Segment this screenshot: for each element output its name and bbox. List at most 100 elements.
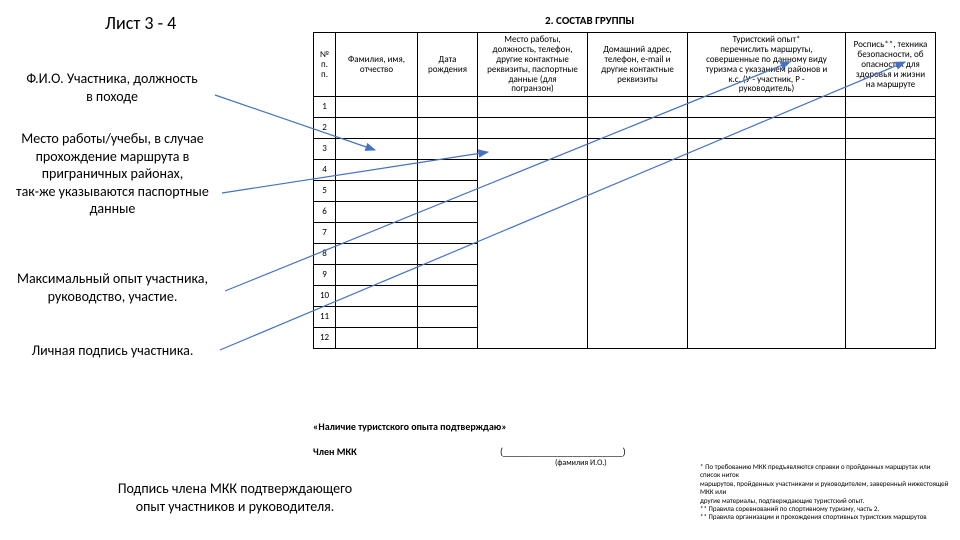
table-cell — [688, 307, 846, 328]
table-cell — [688, 223, 846, 244]
footnotes: * По требованию МКК предъявляются справк… — [700, 463, 950, 522]
table-row: 10 — [314, 286, 936, 307]
table-cell — [418, 286, 478, 307]
table-row: 5 — [314, 181, 936, 202]
table-cell — [478, 139, 588, 160]
table-cell — [418, 118, 478, 139]
table-cell: 12 — [314, 328, 336, 349]
table-cell — [336, 328, 418, 349]
col-header-0: №п.п. — [314, 33, 336, 97]
table-cell — [418, 181, 478, 202]
table-cell — [688, 139, 846, 160]
table-cell — [336, 307, 418, 328]
table-row: 11 — [314, 307, 936, 328]
table-cell — [478, 328, 588, 349]
table-cell — [336, 139, 418, 160]
table-cell — [418, 160, 478, 181]
table-cell — [588, 181, 688, 202]
table-cell — [336, 265, 418, 286]
table-cell — [418, 244, 478, 265]
table-row: 2 — [314, 118, 936, 139]
table-cell: 8 — [314, 244, 336, 265]
table-cell: 10 — [314, 286, 336, 307]
table-body: 123456789101112 — [314, 97, 936, 349]
col-header-3: Место работы,должность, телефон,другие к… — [478, 33, 588, 97]
col-header-5: Туристский опыт*перечислить маршруты,сов… — [688, 33, 846, 97]
annotation-signature: Личная подпись участника. — [0, 342, 225, 360]
table-row: 1 — [314, 97, 936, 118]
annotation-fio: Ф.И.О. Участника, должностьв походе — [2, 70, 222, 105]
table-cell — [588, 223, 688, 244]
table-cell — [418, 97, 478, 118]
table-cell — [336, 181, 418, 202]
table-cell — [846, 307, 936, 328]
table-row: 7 — [314, 223, 936, 244]
table-cell — [688, 118, 846, 139]
col-header-6: Роспись**, техникабезопасности, обопасно… — [846, 33, 936, 97]
table-cell: 4 — [314, 160, 336, 181]
table-cell — [846, 118, 936, 139]
table-cell — [336, 223, 418, 244]
table-cell — [588, 118, 688, 139]
table-row: 9 — [314, 265, 936, 286]
table-cell: 3 — [314, 139, 336, 160]
table-cell — [418, 307, 478, 328]
mkk-sig-caption: (фамилия И.О.) — [555, 458, 607, 468]
table-cell — [688, 160, 846, 181]
table-cell — [846, 244, 936, 265]
table-cell — [588, 265, 688, 286]
group-table: №п.п.Фамилия, имя,отчествоДатарожденияМе… — [313, 32, 936, 349]
table-cell: 11 — [314, 307, 336, 328]
table-cell: 5 — [314, 181, 336, 202]
table-cell — [846, 160, 936, 181]
table-cell — [478, 265, 588, 286]
table-cell — [418, 328, 478, 349]
table-cell — [336, 202, 418, 223]
table-cell — [418, 202, 478, 223]
table-cell — [418, 139, 478, 160]
table-cell — [336, 160, 418, 181]
annotation-workplace: Место работы/учебы, в случаепрохождение … — [0, 130, 225, 218]
table-cell — [478, 223, 588, 244]
table-cell — [588, 328, 688, 349]
table-cell — [336, 97, 418, 118]
table-cell — [418, 223, 478, 244]
table-cell — [588, 160, 688, 181]
table-cell — [846, 97, 936, 118]
table-cell — [688, 97, 846, 118]
annotation-experience: Максимальный опыт участника,руководство,… — [0, 270, 225, 305]
table-cell — [478, 286, 588, 307]
table-cell — [588, 97, 688, 118]
table-cell: 7 — [314, 223, 336, 244]
table-cell — [688, 244, 846, 265]
table-cell — [588, 307, 688, 328]
table-cell — [336, 286, 418, 307]
table-cell — [846, 181, 936, 202]
table-cell — [478, 160, 588, 181]
table-cell — [846, 328, 936, 349]
table-cell: 6 — [314, 202, 336, 223]
table-cell — [478, 244, 588, 265]
table-cell — [846, 265, 936, 286]
mkk-sig-line: (________________________) — [500, 445, 626, 458]
confirm-text: «Наличие туристского опыта подтверждаю» — [313, 420, 507, 433]
table-row: 6 — [314, 202, 936, 223]
table-cell — [478, 118, 588, 139]
table-cell — [478, 307, 588, 328]
table-cell — [478, 202, 588, 223]
section-title: 2. СОСТАВ ГРУППЫ — [545, 14, 634, 27]
table-cell: 1 — [314, 97, 336, 118]
annotation-mkk-signature: Подпись члена МКК подтверждающегоопыт уч… — [85, 480, 385, 515]
table-cell — [688, 265, 846, 286]
table-cell: 9 — [314, 265, 336, 286]
table-cell — [588, 202, 688, 223]
col-header-4: Домашний адрес,телефон, e-mail идругие к… — [588, 33, 688, 97]
table-cell — [846, 202, 936, 223]
table-cell — [846, 223, 936, 244]
table-row: 12 — [314, 328, 936, 349]
table-cell: 2 — [314, 118, 336, 139]
table-cell — [418, 265, 478, 286]
table-cell — [688, 181, 846, 202]
table-cell — [588, 139, 688, 160]
table-cell — [478, 181, 588, 202]
